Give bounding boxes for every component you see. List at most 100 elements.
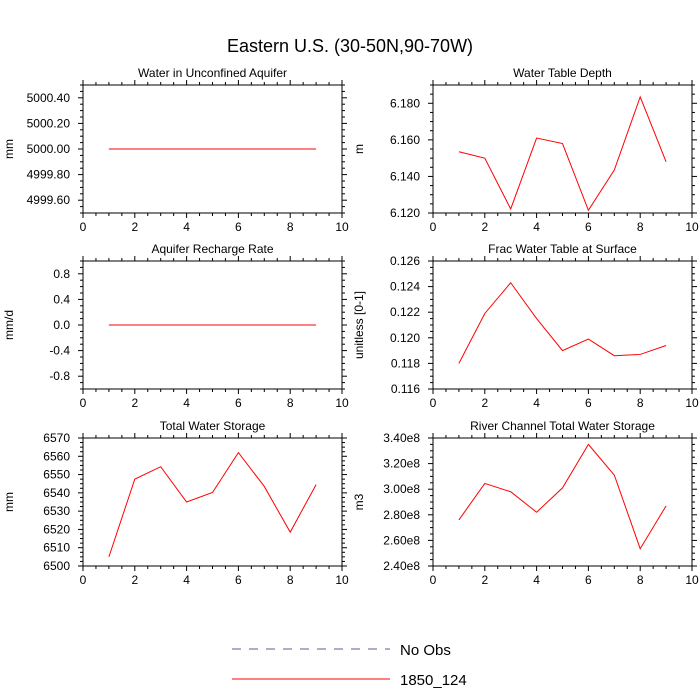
x-tick-label: 6 bbox=[585, 573, 592, 587]
y-tick-label: 0.116 bbox=[391, 382, 420, 396]
x-tick-label: 6 bbox=[585, 396, 592, 410]
y-tick-label: 0.4 bbox=[53, 292, 70, 306]
x-tick-label: 6 bbox=[235, 573, 242, 587]
panels: Water in Unconfined Aquifer mm 0 2 4 6 8 10 4999… bbox=[2, 66, 699, 587]
x-tick-label: 0 bbox=[80, 396, 87, 410]
y-tick-label: 6570 bbox=[43, 431, 70, 445]
y-axis-label: mm bbox=[2, 139, 16, 159]
y-tick-label: 0.0 bbox=[53, 318, 70, 332]
x-tick-label: 2 bbox=[131, 396, 138, 410]
y-tick-label: 5000.20 bbox=[27, 116, 71, 130]
y-axis-label: unitless [0-1] bbox=[352, 291, 366, 359]
y-tick-label: 2.40e8 bbox=[383, 559, 420, 573]
y-tick-label: 4999.80 bbox=[27, 168, 71, 182]
y-tick-label: 6.180 bbox=[390, 96, 420, 110]
series-line bbox=[458, 95, 667, 212]
x-tick-label: 10 bbox=[335, 573, 349, 587]
y-tick-label: 5000.00 bbox=[27, 142, 71, 156]
series-line bbox=[458, 443, 667, 550]
panel-5: Total Water Storage mm 0 2 4 6 8 10 6500 6510 6520… bbox=[2, 419, 349, 587]
x-tick-label: 4 bbox=[533, 396, 540, 410]
y-tick-label: 6550 bbox=[43, 468, 70, 482]
x-tick-label: 10 bbox=[685, 396, 699, 410]
y-tick-label: 5000.40 bbox=[27, 91, 71, 105]
y-tick-label: 6.140 bbox=[390, 169, 420, 183]
legend-obs-label: No Obs bbox=[400, 642, 451, 659]
y-tick-label: 6520 bbox=[43, 522, 70, 536]
x-tick-label: 4 bbox=[533, 573, 540, 587]
panel-1: Water in Unconfined Aquifer mm 0 2 4 6 8 10 4999… bbox=[2, 66, 349, 234]
y-tick-label: 0.118 bbox=[391, 356, 420, 370]
x-tick-label: 8 bbox=[637, 396, 644, 410]
y-tick-label: 2.60e8 bbox=[383, 533, 420, 547]
x-tick-label: 0 bbox=[80, 573, 87, 587]
x-tick-label: 4 bbox=[183, 220, 190, 234]
panel-title: Frac Water Table at Surface bbox=[488, 242, 637, 256]
x-tick-label: 4 bbox=[183, 396, 190, 410]
y-axis-label: m3 bbox=[352, 493, 366, 510]
panel-title: Water in Unconfined Aquifer bbox=[138, 66, 287, 80]
figure-title: Eastern U.S. (30-50N,90-70W) bbox=[227, 36, 473, 56]
panel-title: Aquifer Recharge Rate bbox=[151, 242, 273, 256]
y-tick-label: 6500 bbox=[43, 559, 70, 573]
y-tick-label: 0.8 bbox=[53, 267, 70, 281]
y-axis-label: m bbox=[352, 144, 366, 154]
x-tick-label: 8 bbox=[637, 220, 644, 234]
x-tick-label: 2 bbox=[481, 396, 488, 410]
x-tick-label: 10 bbox=[685, 573, 699, 587]
y-tick-label: 0.126 bbox=[390, 254, 420, 268]
x-tick-label: 4 bbox=[183, 573, 190, 587]
x-tick-label: 6 bbox=[235, 396, 242, 410]
y-tick-label: 6560 bbox=[43, 449, 70, 463]
x-tick-label: 10 bbox=[335, 220, 349, 234]
y-tick-label: 0.120 bbox=[390, 331, 420, 345]
x-tick-label: 8 bbox=[637, 573, 644, 587]
y-tick-label: 6540 bbox=[43, 486, 70, 500]
series-line bbox=[108, 451, 317, 558]
x-tick-label: 10 bbox=[335, 396, 349, 410]
y-tick-label: 3.20e8 bbox=[383, 457, 420, 471]
panel-6: River Channel Total Water Storage m3 0 2 4 6 8… bbox=[352, 419, 699, 587]
y-tick-label: 0.122 bbox=[390, 305, 420, 319]
x-tick-label: 0 bbox=[80, 220, 87, 234]
x-tick-label: 8 bbox=[287, 573, 294, 587]
plot-frame bbox=[82, 437, 343, 567]
y-tick-label: 3.00e8 bbox=[383, 482, 420, 496]
x-tick-label: 10 bbox=[685, 220, 699, 234]
plot-frame bbox=[432, 84, 693, 214]
plot-frame bbox=[432, 260, 693, 390]
panel-title: River Channel Total Water Storage bbox=[470, 419, 655, 433]
x-tick-label: 2 bbox=[131, 573, 138, 587]
x-tick-label: 4 bbox=[533, 220, 540, 234]
y-tick-label: -0.4 bbox=[49, 344, 70, 358]
panel-2: Water Table Depth m 0 2 4 6 8 10 6.120 6.140 6.160… bbox=[352, 66, 699, 234]
legend-model-label: 1850_124 bbox=[400, 672, 467, 689]
y-tick-label: 3.40e8 bbox=[383, 431, 420, 445]
y-axis-label: mm bbox=[2, 492, 16, 512]
y-axis-label: mm/d bbox=[2, 310, 16, 340]
x-tick-label: 6 bbox=[235, 220, 242, 234]
y-tick-label: 6530 bbox=[43, 504, 70, 518]
y-tick-label: -0.8 bbox=[49, 369, 70, 383]
panel-title: Total Water Storage bbox=[160, 419, 266, 433]
y-tick-label: 2.80e8 bbox=[383, 508, 420, 522]
x-tick-label: 6 bbox=[585, 220, 592, 234]
x-tick-label: 0 bbox=[430, 220, 437, 234]
legend: No Obs 1850_124 bbox=[232, 642, 467, 689]
panel-title: Water Table Depth bbox=[513, 66, 612, 80]
y-tick-label: 6510 bbox=[43, 541, 70, 555]
x-tick-label: 8 bbox=[287, 396, 294, 410]
panel-3: Aquifer Recharge Rate mm/d 0 2 4 6 8 10 -0.8 -0.4… bbox=[2, 242, 349, 410]
x-tick-label: 2 bbox=[481, 573, 488, 587]
panel-4: Frac Water Table at Surface unitless [0-1… bbox=[352, 242, 699, 410]
y-tick-label: 6.160 bbox=[390, 133, 420, 147]
x-tick-label: 2 bbox=[131, 220, 138, 234]
y-tick-label: 4999.60 bbox=[27, 193, 71, 207]
x-tick-label: 0 bbox=[430, 573, 437, 587]
x-tick-label: 0 bbox=[430, 396, 437, 410]
series-line bbox=[458, 281, 667, 364]
y-tick-label: 6.120 bbox=[390, 206, 420, 220]
x-tick-label: 8 bbox=[287, 220, 294, 234]
y-tick-label: 0.124 bbox=[390, 280, 420, 294]
